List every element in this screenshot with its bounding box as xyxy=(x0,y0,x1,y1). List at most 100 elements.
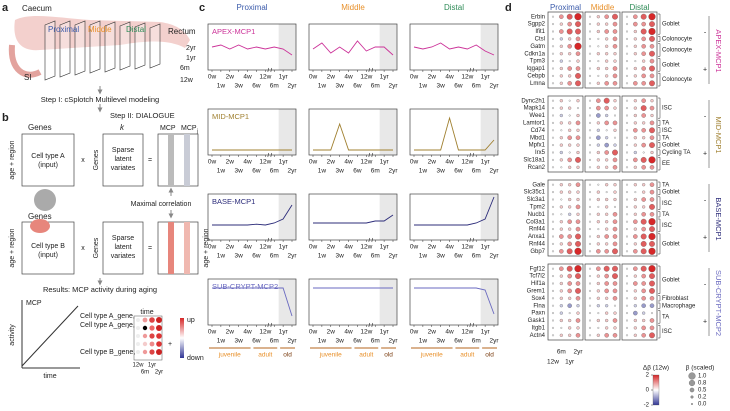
x-tick-label: 12w xyxy=(360,329,372,336)
dot xyxy=(613,197,617,202)
dot xyxy=(589,213,591,216)
axis-break xyxy=(267,67,273,73)
mcp-label: MCP xyxy=(160,125,176,132)
dot xyxy=(614,205,616,208)
x-tick-label: 0w xyxy=(309,244,318,251)
cell-type-label: TA xyxy=(662,314,669,320)
dot xyxy=(649,325,655,331)
dot xyxy=(633,14,638,19)
dot xyxy=(640,233,647,240)
old-shade xyxy=(480,109,498,155)
x-tick-label: 2w xyxy=(226,244,235,251)
dot xyxy=(642,311,646,315)
axis-label: MCP xyxy=(26,300,42,307)
dot xyxy=(589,275,591,278)
dot xyxy=(612,165,618,170)
dot xyxy=(552,235,554,238)
age-label: old xyxy=(384,352,393,359)
dot xyxy=(567,157,572,163)
region-label: Middle xyxy=(88,25,112,34)
time-label: 2yr xyxy=(155,370,163,376)
gene-label: Slc3a1 xyxy=(527,197,546,203)
dot xyxy=(605,113,609,118)
gene-label: Mbd1 xyxy=(530,135,546,141)
gene-label: Sox4 xyxy=(531,296,545,302)
dot xyxy=(596,143,600,147)
x-tick-label: 1w xyxy=(217,338,226,345)
gene-label: Cd74 xyxy=(531,128,546,134)
dot xyxy=(605,197,609,202)
mcp-line xyxy=(414,196,495,226)
block-frame xyxy=(547,95,584,173)
panel-label: d xyxy=(505,2,512,14)
x-tick-label: 1yr xyxy=(279,74,289,81)
gene-label: Hif1a xyxy=(531,281,546,287)
dot xyxy=(612,318,618,323)
dot xyxy=(589,198,591,201)
cell-type-label: TA xyxy=(662,212,669,218)
dot xyxy=(649,165,655,170)
dot xyxy=(597,228,600,231)
x-tick-label: 0w xyxy=(410,329,419,336)
bracket xyxy=(658,35,661,42)
dot xyxy=(552,151,554,154)
x-tick-label: 12w xyxy=(360,159,372,166)
x-tick-label: 2w xyxy=(327,74,336,81)
mcp-line xyxy=(313,122,393,151)
dot xyxy=(596,296,600,300)
dot xyxy=(626,30,628,33)
gene-label: Ctsl xyxy=(535,36,545,42)
dot xyxy=(589,326,591,329)
dot xyxy=(596,22,600,26)
dot xyxy=(552,158,554,161)
dot xyxy=(633,52,637,56)
dot xyxy=(596,52,600,56)
dot xyxy=(640,240,647,247)
dot xyxy=(633,74,637,78)
x-tick-label: 1yr xyxy=(279,159,289,166)
dot xyxy=(559,227,563,231)
step-label: Step II: DIALOGUE xyxy=(110,111,175,120)
x-tick-label: 0w xyxy=(410,244,419,251)
dot xyxy=(605,318,609,323)
mcp-title: SUB-CRYPT-MCP2 xyxy=(212,282,278,291)
dot xyxy=(596,128,600,132)
dot xyxy=(596,197,600,202)
cell-icon xyxy=(34,189,56,211)
x-tick-label: 1yr xyxy=(279,244,289,251)
dot xyxy=(626,304,628,307)
gene-label: Mpfx1 xyxy=(529,143,546,149)
genes-label: Genes xyxy=(28,123,52,132)
x-tick-label: 12w xyxy=(461,244,473,251)
time-label: 6m xyxy=(557,349,566,356)
dot xyxy=(589,121,591,124)
dot xyxy=(633,310,638,316)
dot xyxy=(649,303,655,308)
x-tick-label: 1yr xyxy=(279,329,289,336)
dot xyxy=(552,191,554,194)
x-tick-label: 2yr xyxy=(287,338,297,345)
dot xyxy=(567,44,572,49)
cell-type-label: Cycling TA xyxy=(662,150,690,156)
x-tick-label: 12w xyxy=(259,159,271,166)
dot xyxy=(626,205,628,208)
dot xyxy=(604,333,609,338)
x-tick-label: 4w xyxy=(344,244,353,251)
bracket xyxy=(658,211,661,218)
dot xyxy=(604,81,609,86)
dot xyxy=(612,212,618,217)
dot xyxy=(568,312,571,315)
x-tick-label: 1w xyxy=(217,168,226,175)
dot xyxy=(560,166,563,169)
dot xyxy=(648,13,656,21)
old-shade xyxy=(379,24,397,70)
dot xyxy=(559,249,564,254)
dot xyxy=(649,296,655,301)
x-tick-label: 4w xyxy=(344,74,353,81)
size-tick-label: 0.2 xyxy=(698,395,707,401)
block-frame xyxy=(547,263,584,341)
x-tick-label: 2yr xyxy=(489,83,499,90)
results-label: Results: MCP activity during aging xyxy=(43,285,157,294)
x-tick-label: 1w xyxy=(419,338,428,345)
x-tick-label: 0w xyxy=(208,244,217,251)
